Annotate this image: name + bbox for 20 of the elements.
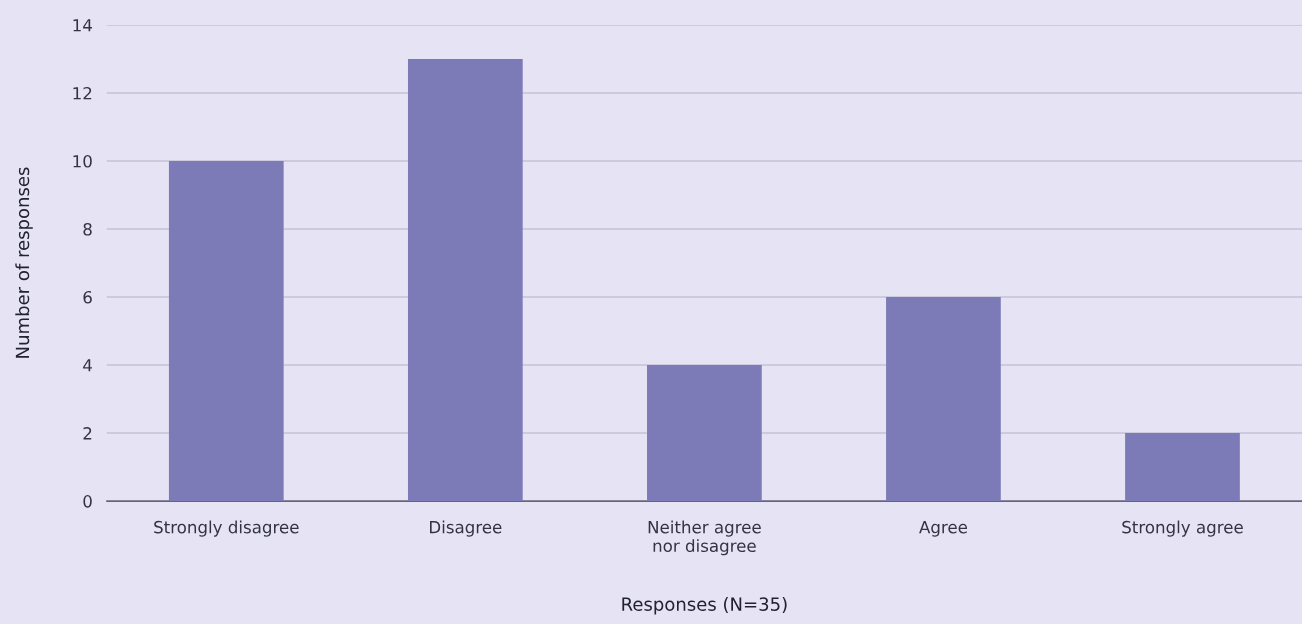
y-tick-label: 4: [83, 359, 92, 372]
x-tick-label: Strongly agree: [1122, 520, 1243, 537]
y-tick-label: 10: [73, 154, 92, 168]
y-tick-label: 0: [83, 495, 92, 508]
x-tick-label: Strongly disagree: [154, 520, 299, 537]
y-tick-label: 2: [83, 427, 92, 440]
y-tick-label: 6: [83, 290, 92, 304]
y-tick-label: 8: [83, 222, 92, 236]
y-tick-label: 12: [73, 86, 92, 100]
x-tick-label: Disagree: [430, 520, 502, 537]
y-axis-title: Number of responses: [15, 167, 33, 358]
y-tick-label: 14: [73, 19, 92, 32]
x-axis-title: Responses (N=35): [622, 597, 787, 615]
bar: [1125, 433, 1240, 502]
x-tick-label: Agree: [919, 521, 968, 537]
bar: [168, 160, 284, 502]
bar: [886, 297, 1001, 502]
bar: [647, 365, 762, 502]
bar: [407, 58, 523, 502]
x-tick-label: Neither agree nor disagree: [648, 520, 761, 556]
